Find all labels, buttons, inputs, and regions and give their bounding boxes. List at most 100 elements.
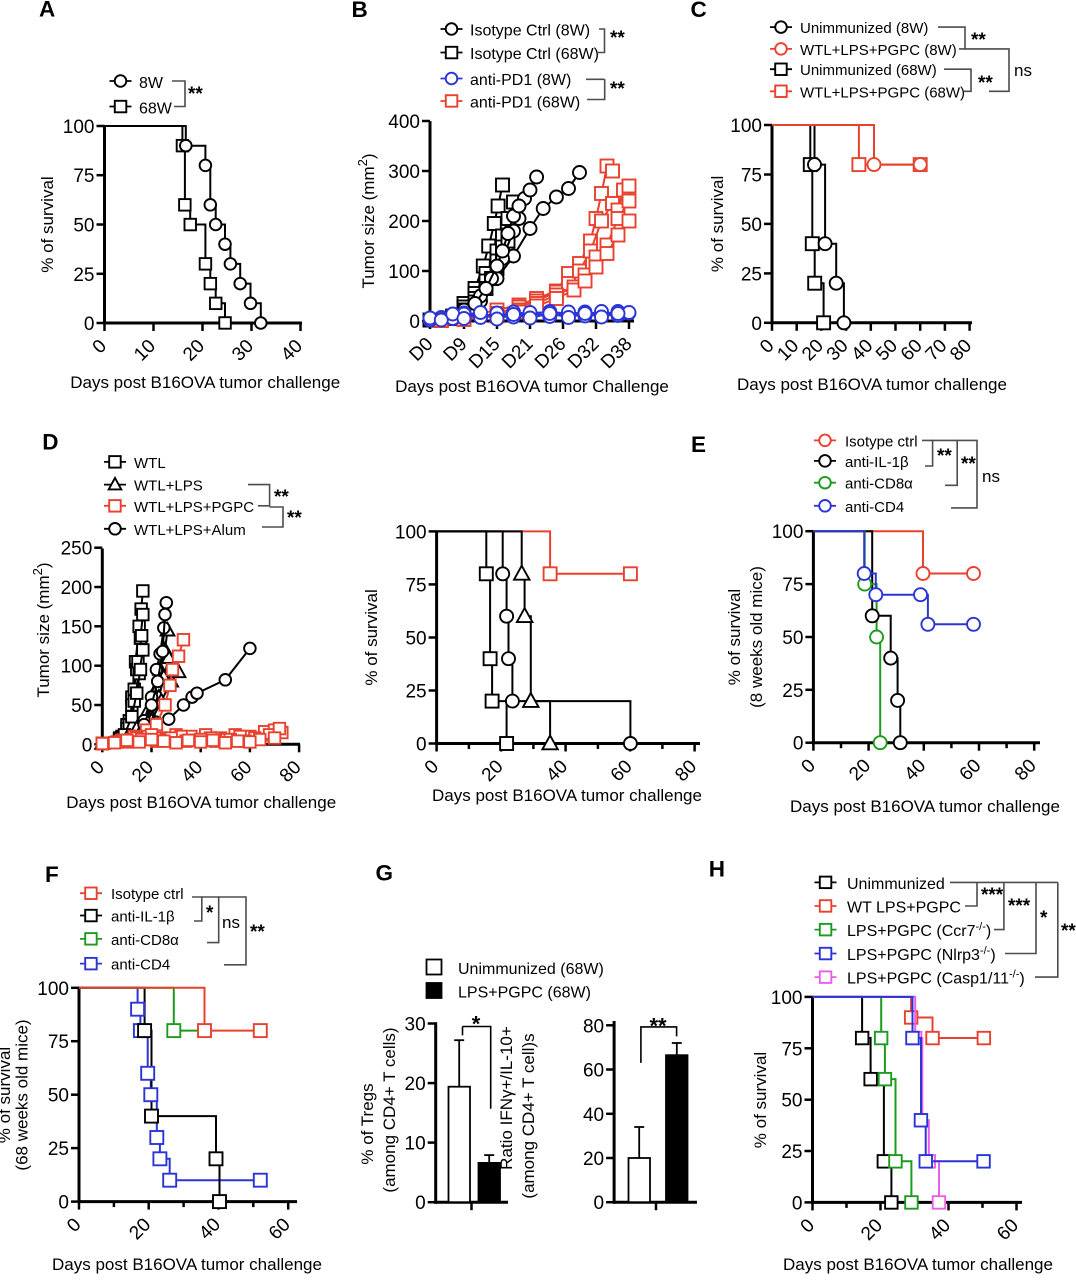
svg-text:% of survival: % of survival (38, 176, 57, 272)
svg-text:0: 0 (751, 314, 762, 335)
svg-text:(68 weeks old mice): (68 weeks old mice) (13, 1019, 32, 1170)
svg-text:Unimmunized (68W): Unimmunized (68W) (800, 62, 937, 79)
svg-text:200: 200 (388, 212, 420, 233)
svg-text:ns: ns (222, 913, 240, 932)
svg-text:0: 0 (84, 314, 95, 335)
svg-text:Days post B16OVA tumor Challen: Days post B16OVA tumor Challenge (395, 377, 669, 396)
svg-text:% of survival: % of survival (362, 589, 381, 685)
svg-text:25: 25 (48, 1139, 69, 1160)
svg-text:WTL+LPS: WTL+LPS (134, 478, 203, 495)
svg-text:**: ** (610, 28, 625, 49)
svg-text:anti-CD8α: anti-CD8α (111, 932, 179, 949)
svg-text:anti-CD4: anti-CD4 (111, 957, 170, 974)
svg-text:**: ** (649, 1014, 667, 1039)
svg-text:10: 10 (405, 1134, 426, 1155)
svg-text:ns: ns (1014, 61, 1032, 80)
svg-text:20: 20 (583, 1149, 604, 1170)
svg-text:Isotype Ctrl (68W): Isotype Ctrl (68W) (470, 46, 599, 63)
svg-text:**: ** (937, 446, 952, 467)
svg-text:*: * (206, 903, 214, 924)
svg-text:75: 75 (781, 1039, 802, 1060)
svg-text:25: 25 (741, 264, 762, 285)
svg-text:Days post B16OVA tumor challen: Days post B16OVA tumor challenge (70, 373, 340, 392)
svg-text:25: 25 (782, 681, 803, 702)
svg-text:50: 50 (782, 628, 803, 649)
svg-text:E: E (691, 432, 706, 457)
svg-text:0: 0 (792, 1193, 803, 1214)
svg-text:D: D (42, 430, 58, 455)
svg-text:(among CD4+ T cell)s: (among CD4+ T cell)s (519, 1033, 538, 1198)
svg-text:WTL: WTL (134, 455, 166, 472)
svg-text:100: 100 (388, 262, 420, 283)
svg-text:50: 50 (781, 1091, 802, 1112)
svg-text:75: 75 (405, 575, 426, 596)
svg-text:WTL+LPS+PGPC (8W): WTL+LPS+PGPC (8W) (800, 42, 957, 59)
svg-text:100: 100 (61, 657, 93, 678)
svg-text:Days post B16OVA tumor challen: Days post B16OVA tumor challenge (783, 1255, 1053, 1274)
svg-text:25: 25 (405, 682, 426, 703)
svg-text:% of Tregs: % of Tregs (358, 1083, 377, 1164)
svg-text:100: 100 (63, 117, 95, 138)
svg-text:100: 100 (730, 116, 762, 137)
svg-text:anti-IL-1β: anti-IL-1β (845, 454, 909, 471)
svg-text:300: 300 (388, 162, 420, 183)
svg-text:**: ** (971, 30, 986, 51)
svg-text:Isotype Ctrl (8W): Isotype Ctrl (8W) (470, 23, 590, 40)
svg-text:B: B (352, 0, 368, 22)
svg-text:100: 100 (395, 522, 427, 543)
svg-text:Days post B16OVA tumor challen: Days post B16OVA tumor challenge (66, 793, 336, 812)
svg-text:WT LPS+PGPC: WT LPS+PGPC (847, 900, 961, 917)
svg-text:(8 weeks old mice): (8 weeks old mice) (747, 566, 766, 708)
svg-text:anti-CD8α: anti-CD8α (845, 476, 913, 493)
svg-text:Isotype ctrl: Isotype ctrl (845, 433, 918, 450)
svg-text:40: 40 (583, 1105, 604, 1126)
svg-text:anti-CD4: anti-CD4 (845, 499, 904, 516)
svg-text:Unimmunized (68W): Unimmunized (68W) (458, 961, 604, 978)
svg-text:**: ** (610, 79, 625, 100)
svg-text:Tumor size (mm2): Tumor size (mm2) (355, 153, 378, 288)
svg-text:% of survival: % of survival (0, 1047, 14, 1143)
svg-text:68W: 68W (139, 101, 173, 118)
svg-text:50: 50 (73, 216, 94, 237)
svg-text:50: 50 (48, 1086, 69, 1107)
svg-text:Isotype ctrl: Isotype ctrl (111, 886, 184, 903)
svg-text:50: 50 (405, 629, 426, 650)
svg-text:0: 0 (82, 735, 93, 756)
svg-text:0: 0 (415, 1193, 426, 1214)
svg-text:250: 250 (61, 539, 93, 560)
svg-text:(among CD4+ T cells): (among CD4+ T cells) (380, 1027, 399, 1192)
svg-text:Ratio IFNγ+/IL-10+: Ratio IFNγ+/IL-10+ (497, 1026, 516, 1170)
svg-text:Days post B16OVA tumor challen: Days post B16OVA tumor challenge (737, 375, 1007, 394)
svg-text:75: 75 (782, 575, 803, 596)
svg-text:G: G (376, 861, 394, 886)
svg-text:200: 200 (61, 578, 93, 599)
svg-text:8W: 8W (139, 75, 164, 92)
svg-text:25: 25 (781, 1142, 802, 1163)
svg-text:anti-PD1 (8W): anti-PD1 (8W) (470, 72, 571, 89)
svg-text:% of survival: % of survival (708, 176, 727, 272)
svg-text:F: F (45, 862, 59, 887)
svg-text:75: 75 (73, 166, 94, 187)
svg-text:0: 0 (409, 312, 420, 333)
svg-text:anti-IL-1β: anti-IL-1β (111, 909, 175, 926)
svg-text:60: 60 (583, 1061, 604, 1082)
svg-text:LPS+PGPC (Casp1/11-/-): LPS+PGPC (Casp1/11-/-) (847, 969, 1025, 988)
svg-text:25: 25 (73, 265, 94, 286)
svg-text:ns: ns (982, 467, 1000, 486)
svg-text:75: 75 (741, 166, 762, 187)
svg-text:***: *** (981, 885, 1004, 906)
svg-text:80: 80 (583, 1016, 604, 1037)
svg-text:LPS+PGPC (Nlrp3-/-): LPS+PGPC (Nlrp3-/-) (847, 945, 996, 964)
svg-text:H: H (709, 857, 725, 882)
svg-text:Unimmunized: Unimmunized (847, 876, 945, 893)
svg-text:Days post B16OVA tumor challen: Days post B16OVA tumor challenge (790, 797, 1060, 816)
svg-text:Days post B16OVA tumor challen: Days post B16OVA tumor challenge (432, 786, 702, 805)
svg-text:Unimmunized (8W): Unimmunized (8W) (800, 20, 928, 37)
svg-text:Tumor size (mm2): Tumor size (mm2) (30, 562, 53, 697)
svg-text:WTL+LPS+Alum: WTL+LPS+Alum (134, 522, 246, 539)
svg-text:C: C (691, 0, 707, 22)
svg-text:A: A (39, 0, 55, 22)
svg-text:***: *** (1008, 896, 1031, 917)
svg-text:WTL+LPS+PGPC (68W): WTL+LPS+PGPC (68W) (800, 84, 965, 101)
svg-text:*: * (1040, 908, 1048, 929)
